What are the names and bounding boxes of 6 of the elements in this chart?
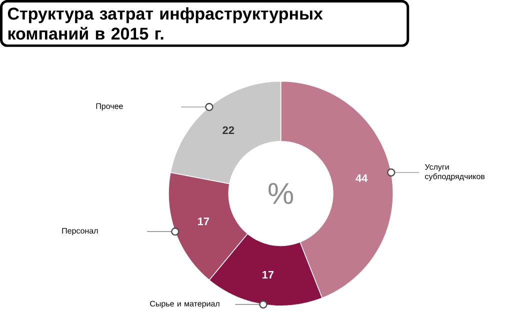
- data-label: 22: [222, 126, 234, 134]
- data-label: 44: [356, 174, 368, 182]
- data-label: 17: [262, 270, 274, 278]
- chart-title: Структура затрат инфраструктурных компаний в 2015 г.: [8, 7, 323, 40]
- data-label: 17: [198, 217, 210, 225]
- text: %: [268, 182, 294, 204]
